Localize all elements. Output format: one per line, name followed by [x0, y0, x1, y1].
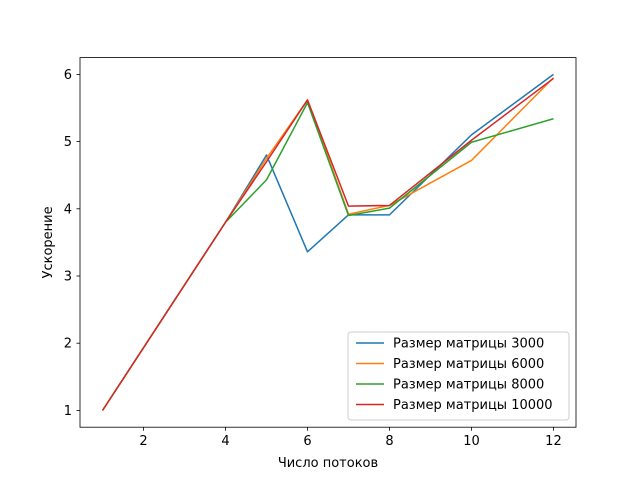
- x-axis: 2 4 6 8 10 12: [139, 427, 562, 449]
- y-axis-label: Ускорение: [41, 206, 56, 278]
- legend-entry: Размер матрицы 10000: [393, 398, 553, 413]
- plot-frame: [79, 57, 577, 428]
- legend-entry: Размер матрицы 6000: [393, 357, 544, 372]
- series-line-3: [101, 101, 554, 411]
- x-tick-label: 12: [545, 434, 562, 449]
- x-tick-label: 10: [463, 434, 480, 449]
- x-tick-label: 2: [139, 434, 147, 449]
- y-tick-label: 1: [64, 404, 72, 419]
- y-tick-label: 2: [64, 337, 72, 352]
- x-tick-label: 8: [385, 434, 393, 449]
- legend-frame: [347, 331, 570, 421]
- series-layer: [101, 73, 554, 411]
- series-line-4: [101, 77, 554, 411]
- y-tick-label: 5: [64, 135, 72, 150]
- y-tick-label: 4: [64, 202, 72, 217]
- legend[interactable]: Размер матрицы 3000 Размер матрицы 6000 Ра…: [347, 331, 570, 421]
- y-axis: 1 2 3 4 5 6: [64, 68, 80, 419]
- x-axis-label: Число потоков: [278, 456, 378, 471]
- legend-entry: Размер матрицы 8000: [393, 378, 544, 393]
- x-tick-label: 4: [221, 434, 229, 449]
- x-tick-label: 6: [303, 434, 311, 449]
- legend-entry: Размер матрицы 3000: [393, 337, 544, 352]
- y-tick-label: 3: [64, 270, 72, 285]
- y-tick-label: 6: [64, 68, 72, 83]
